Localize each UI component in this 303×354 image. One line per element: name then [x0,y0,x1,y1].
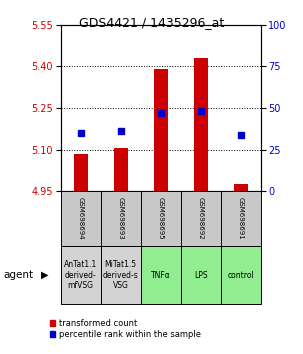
Text: TNFα: TNFα [151,271,171,280]
Bar [101,246,141,304]
Text: GSM698692: GSM698692 [198,197,204,240]
Text: ▶: ▶ [41,270,48,280]
Bar [61,191,101,246]
Bar [181,191,221,246]
Text: GDS4421 / 1435296_at: GDS4421 / 1435296_at [79,16,224,29]
Text: agent: agent [3,270,33,280]
Bar [101,191,141,246]
Bar [74,154,88,191]
Text: GSM698693: GSM698693 [118,197,124,240]
Text: GSM698691: GSM698691 [238,197,244,240]
Bar [61,246,101,304]
Text: control: control [227,271,254,280]
Bar [194,58,208,191]
Text: AnTat1.1
derived-
mfVSG: AnTat1.1 derived- mfVSG [64,260,97,290]
Bar [181,246,221,304]
Text: LPS: LPS [194,271,207,280]
Bar [141,191,181,246]
Bar [154,69,168,191]
Text: GSM698694: GSM698694 [78,197,84,240]
Bar [221,191,261,246]
Bar [221,246,261,304]
Bar [114,148,128,191]
Bar [234,184,248,191]
Legend: transformed count, percentile rank within the sample: transformed count, percentile rank withi… [50,319,201,339]
Bar [141,246,181,304]
Text: MiTat1.5
derived-s
VSG: MiTat1.5 derived-s VSG [103,260,138,290]
Text: GSM698695: GSM698695 [158,197,164,240]
